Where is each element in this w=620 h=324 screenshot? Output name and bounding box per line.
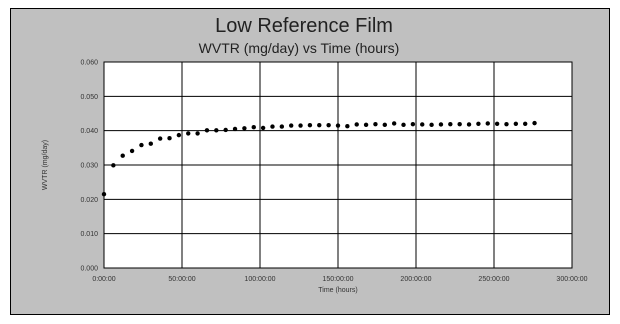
- data-point: [401, 122, 406, 128]
- data-point: [345, 124, 350, 129]
- x-tick-label: 200:00:00: [400, 276, 431, 283]
- data-point: [448, 121, 453, 127]
- data-point: [270, 124, 275, 129]
- data-point: [120, 153, 125, 158]
- data-point: [466, 122, 472, 127]
- data-point: [485, 121, 490, 126]
- data-point: [129, 148, 135, 154]
- data-point: [532, 120, 537, 126]
- data-point: [289, 123, 294, 128]
- data-point: [176, 132, 182, 138]
- chart-frame: Low Reference Film WVTR (mg/day) vs Time…: [10, 8, 610, 315]
- data-point: [204, 128, 210, 133]
- x-tick-label: 0:00:00: [92, 276, 115, 283]
- data-point: [523, 121, 528, 127]
- data-point: [373, 121, 378, 127]
- data-point: [354, 122, 359, 127]
- data-point: [111, 163, 116, 168]
- data-point: [420, 122, 425, 127]
- data-point: [438, 122, 444, 127]
- data-point: [504, 121, 509, 127]
- y-tick-label: 0.050: [80, 94, 98, 101]
- y-tick-labels: 0.000 0.010 0.020 0.030 0.040 0.050 0.060: [80, 60, 98, 273]
- data-point: [513, 121, 519, 127]
- data-point: [242, 126, 247, 131]
- x-tick-label: 250:00:00: [478, 276, 509, 283]
- data-point: [410, 121, 416, 127]
- y-tick-label: 0.010: [80, 231, 98, 238]
- data-point: [148, 141, 153, 146]
- chart-svg: Low Reference Film WVTR (mg/day) vs Time…: [42, 15, 588, 294]
- data-point: [363, 122, 369, 128]
- x-tick-label: 300:00:00: [556, 276, 587, 283]
- data-point: [223, 127, 228, 133]
- data-point: [457, 121, 462, 127]
- data-point: [157, 136, 163, 141]
- y-tick-label: 0.000: [80, 266, 98, 273]
- data-point: [139, 142, 144, 148]
- data-point: [186, 131, 191, 136]
- data-point: [251, 125, 256, 130]
- x-tick-label: 150:00:00: [322, 276, 353, 283]
- data-point: [260, 125, 266, 131]
- chart-title: Low Reference Film: [215, 15, 393, 37]
- grid-lines: [104, 62, 572, 268]
- data-points: [101, 120, 537, 197]
- data-point: [494, 121, 500, 127]
- x-tick-label: 50:00:00: [168, 276, 195, 283]
- data-point: [214, 128, 219, 133]
- data-point: [307, 122, 313, 128]
- data-point: [335, 123, 341, 128]
- data-point: [476, 121, 481, 127]
- y-tick-label: 0.040: [80, 128, 98, 135]
- x-tick-labels: 0:00:00 50:00:00 100:00:00 150:00:00 200:00:…: [92, 276, 587, 283]
- data-point: [279, 124, 285, 129]
- data-point: [326, 122, 331, 128]
- data-point: [195, 131, 200, 136]
- y-tick-label: 0.060: [80, 60, 98, 67]
- data-point: [382, 122, 387, 128]
- data-point: [317, 122, 322, 128]
- y-tick-label: 0.030: [80, 163, 98, 170]
- data-point: [391, 121, 397, 126]
- data-point: [298, 123, 303, 128]
- data-point: [429, 122, 434, 128]
- data-point: [101, 191, 107, 197]
- x-axis-label: Time (hours): [318, 287, 357, 294]
- data-point: [232, 126, 238, 132]
- chart-subtitle: WVTR (mg/day) vs Time (hours): [199, 40, 400, 56]
- y-axis-label: WVTR (mg/day): [42, 140, 49, 190]
- data-point: [167, 136, 172, 141]
- y-tick-label: 0.020: [80, 197, 98, 204]
- x-tick-label: 100:00:00: [244, 276, 275, 283]
